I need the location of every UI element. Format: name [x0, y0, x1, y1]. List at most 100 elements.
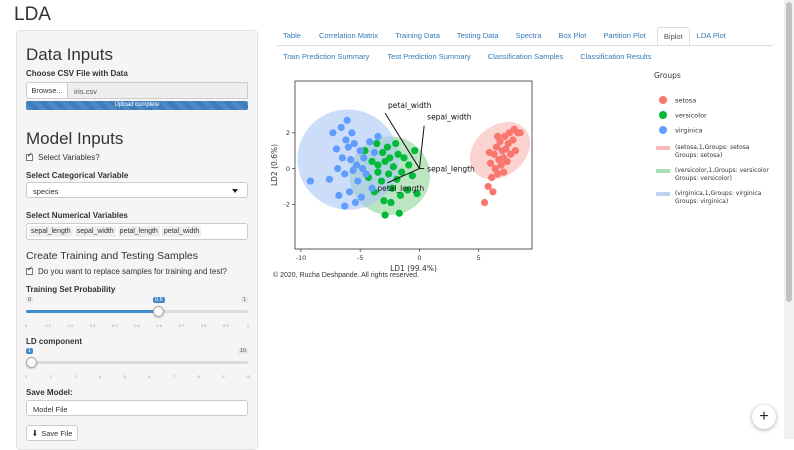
- data-point-versicolor: [387, 198, 395, 207]
- data-point-versicolor: [379, 148, 387, 157]
- add-button[interactable]: +: [752, 405, 776, 429]
- app-title: LDA: [14, 4, 51, 25]
- loading-label: sepal_length: [427, 165, 475, 174]
- checkbox-icon[interactable]: [26, 265, 33, 275]
- data-point-versicolor: [374, 168, 382, 176]
- legend-extra-label: Groups: versicolor): [675, 175, 732, 182]
- tab-testing-data[interactable]: Testing Data: [456, 31, 499, 40]
- data-point-versicolor: [413, 189, 421, 198]
- slider-handle[interactable]: [26, 357, 37, 368]
- scrollbar-thumb[interactable]: [786, 2, 792, 302]
- tab-spectra[interactable]: Spectra: [515, 31, 542, 40]
- x-tick-label: 5: [477, 254, 481, 262]
- save-file-label: Save File: [41, 428, 73, 438]
- data-point-virginica: [345, 188, 354, 196]
- tab-bar: Table Correlation Matrix Training Data T…: [277, 27, 777, 45]
- legend-extra-label: (virginica,1,Groups: virginica: [675, 190, 762, 197]
- categorical-select[interactable]: species: [26, 182, 248, 198]
- replace-samples-checkbox[interactable]: Do you want to replace samples for train…: [26, 265, 227, 276]
- data-point-setosa: [502, 145, 510, 153]
- tag-sepal-length[interactable]: sepal_length: [29, 226, 73, 237]
- tag-sepal-width[interactable]: sepal_width: [74, 226, 116, 237]
- slider-max: 1: [240, 297, 248, 303]
- legend-marker-versicolor: [659, 111, 667, 119]
- y-tick-label: 2: [286, 129, 290, 137]
- training-prob-label: Training Set Probability: [26, 285, 116, 294]
- tab-training-data[interactable]: Training Data: [395, 31, 440, 40]
- data-point-virginica: [344, 143, 352, 151]
- slider-tick-label: 0.4: [112, 323, 118, 328]
- data-point-setosa: [491, 164, 499, 173]
- slider-tick-label: 0.8: [200, 323, 207, 328]
- slider-handle[interactable]: [153, 306, 164, 317]
- categorical-label: Select Categorical Variable: [26, 171, 129, 180]
- data-point-setosa: [509, 136, 517, 144]
- slider-track[interactable]: [26, 361, 248, 364]
- tab-classification-samples[interactable]: Classification Samples: [487, 52, 564, 61]
- legend-label-setosa: setosa: [675, 97, 696, 105]
- data-point-setosa: [497, 161, 505, 169]
- tab-lda-plot[interactable]: LDA Plot: [696, 31, 726, 40]
- loading-label: petal_width: [388, 101, 432, 110]
- data-point-setosa: [485, 148, 493, 157]
- tab-biplot[interactable]: Biplot: [656, 27, 690, 45]
- data-point-setosa: [484, 182, 492, 191]
- data-point-versicolor: [381, 211, 389, 219]
- replace-samples-label: Do you want to replace samples for train…: [38, 267, 227, 276]
- data-point-virginica: [341, 202, 349, 210]
- data-point-virginica: [343, 116, 351, 124]
- slider-max: 10: [237, 348, 248, 354]
- data-point-versicolor: [392, 139, 400, 148]
- checkbox-icon[interactable]: [26, 151, 33, 161]
- tab-test-prediction-summary[interactable]: Test Prediction Summary: [387, 52, 471, 61]
- data-point-versicolor: [408, 172, 416, 180]
- data-point-virginica: [306, 177, 315, 185]
- tab-divider: [277, 45, 773, 46]
- browse-button[interactable]: Browse...: [26, 82, 68, 99]
- slider-tick-label: 9: [222, 374, 225, 379]
- select-variables-label: Select Variables?: [38, 153, 100, 162]
- data-point-virginica: [349, 166, 357, 174]
- tab-partition-plot[interactable]: Partition Plot: [603, 31, 646, 40]
- legend-label-virginica: virginica: [675, 127, 703, 135]
- tab-box-plot[interactable]: Box Plot: [558, 31, 587, 40]
- tab-correlation-matrix[interactable]: Correlation Matrix: [318, 31, 379, 40]
- data-point-setosa: [503, 157, 511, 166]
- model-file-input[interactable]: Model File: [26, 400, 248, 416]
- data-point-virginica: [358, 164, 367, 173]
- data-point-virginica: [351, 198, 360, 207]
- slider-tick-label: 6: [148, 374, 151, 379]
- data-point-versicolor: [373, 139, 381, 148]
- legend-extra-label: (versicolor,1,Groups: versicolor: [675, 167, 769, 174]
- tab-train-prediction-summary[interactable]: Train Prediction Summary: [283, 52, 370, 61]
- y-tick-label: -2: [284, 201, 290, 209]
- numerical-multiselect[interactable]: sepal_length sepal_width petal_length pe…: [26, 223, 248, 240]
- numerical-label: Select Numerical Variables: [26, 211, 128, 220]
- tag-petal-length[interactable]: petal_length: [117, 226, 160, 237]
- ld-component-slider[interactable]: 1 10 1 2 3 4 5 6 7 8 9 10: [25, 348, 250, 392]
- data-point-versicolor: [368, 157, 376, 166]
- data-point-setosa: [486, 159, 495, 167]
- x-tick-label: 0: [417, 254, 421, 262]
- data-point-versicolor: [395, 209, 403, 217]
- data-point-versicolor: [405, 161, 413, 169]
- data-point-virginica: [370, 148, 378, 157]
- data-point-setosa: [492, 143, 501, 151]
- legend-extra-label: Groups: setosa): [675, 152, 722, 159]
- data-point-versicolor: [400, 154, 408, 162]
- slider-tick-label: 2: [49, 374, 52, 379]
- slider-value: 0.6: [153, 297, 165, 303]
- tab-table[interactable]: Table: [283, 31, 301, 40]
- tag-petal-width[interactable]: petal_width: [161, 226, 202, 237]
- legend-marker-virginica: [659, 126, 667, 134]
- slider-tick-label: 0.3: [89, 323, 96, 328]
- data-point-virginica: [334, 164, 342, 173]
- legend-label-versicolor: versicolor: [675, 112, 707, 120]
- training-prob-slider[interactable]: 0 1 0.6 0 0.1 0.2 0.3 0.4 0.5 0.6 0.7 0.8 0.9 1: [25, 297, 250, 341]
- data-point-versicolor: [396, 191, 405, 199]
- slider-tick-label: 1: [246, 323, 250, 328]
- select-variables-checkbox[interactable]: Select Variables?: [26, 151, 100, 162]
- download-icon: ⬇: [31, 428, 39, 438]
- y-axis-label: LD2 (0.6%): [270, 144, 279, 186]
- tab-classification-results[interactable]: Classification Results: [580, 52, 652, 61]
